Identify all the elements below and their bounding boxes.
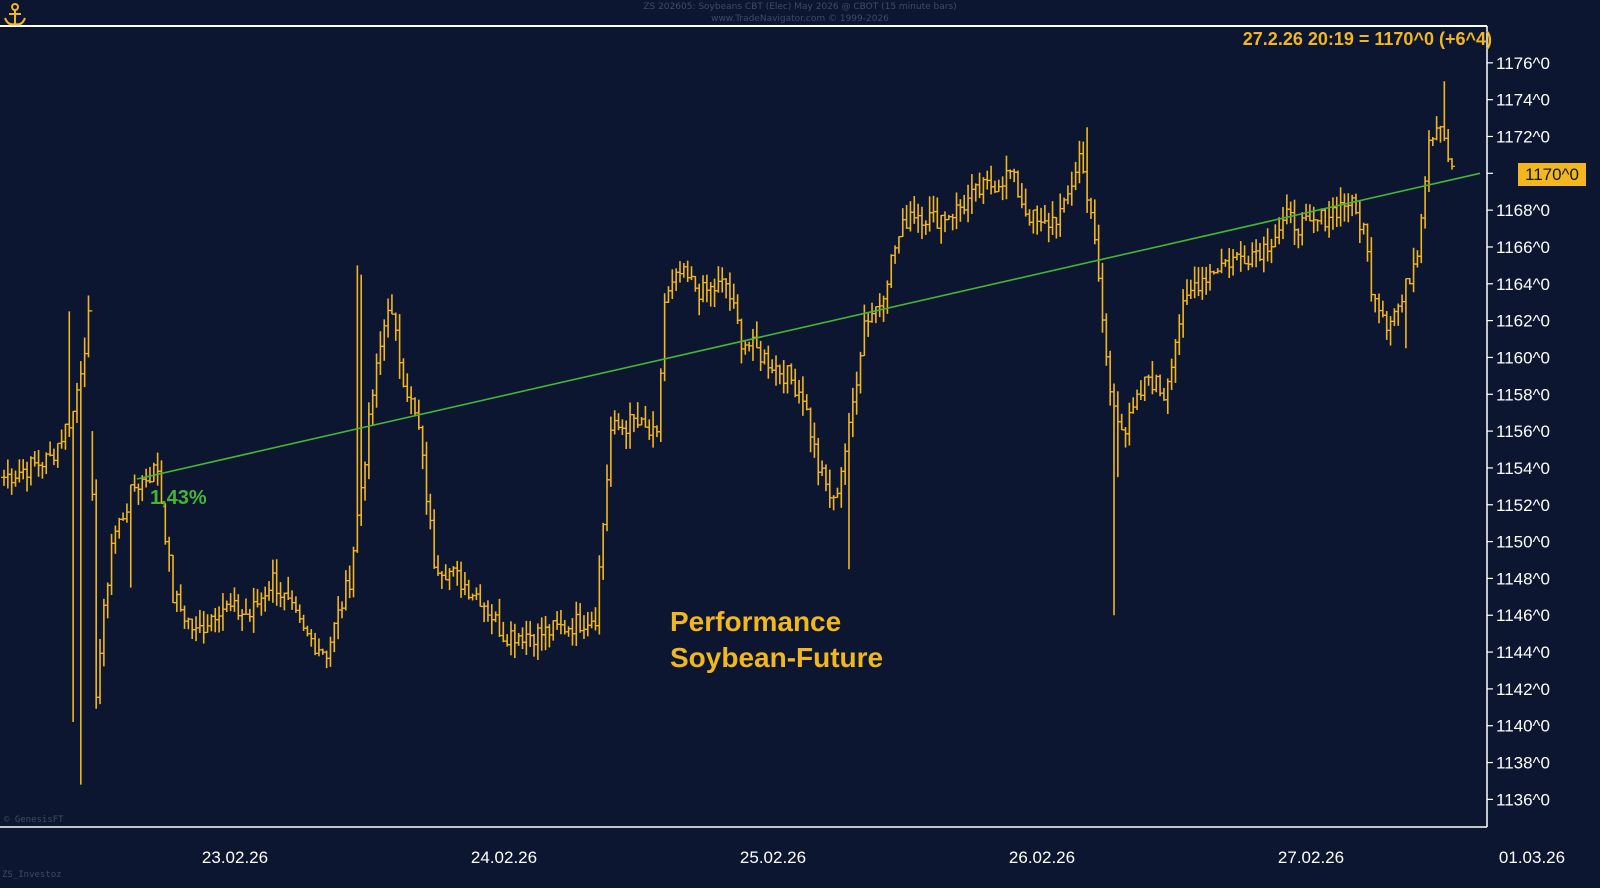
y-tick-label: 1160^0 xyxy=(1496,348,1550,367)
y-tick-label: 1150^0 xyxy=(1496,533,1550,552)
y-tick-label: 1138^0 xyxy=(1496,754,1550,773)
x-tick-label: 25.02.26 xyxy=(740,848,806,867)
y-tick-label: 1174^0 xyxy=(1496,91,1550,110)
annotation-line-2: Soybean-Future xyxy=(670,642,884,673)
price-bars xyxy=(1,81,1455,785)
x-tick-label: 24.02.26 xyxy=(471,848,537,867)
chart-annotation: Performance Soybean-Future xyxy=(670,604,883,676)
y-axis: 1136^0 1138^0 1140^0 1142^0 1144^0 1146^0 1148… xyxy=(1487,54,1550,809)
y-tick-label: 1166^0 xyxy=(1496,238,1550,257)
trendline-layer xyxy=(136,172,1481,480)
copyright-label: © GenesisFT xyxy=(4,815,64,825)
annotation-line-1: Performance xyxy=(670,606,842,637)
y-tick-label: 1156^0 xyxy=(1496,422,1550,441)
plot-frame xyxy=(0,25,1488,828)
y-tick-label: 1154^0 xyxy=(1496,459,1550,478)
x-tick-label: 26.02.26 xyxy=(1009,848,1075,867)
y-tick-label: 1144^0 xyxy=(1496,643,1550,662)
ohlc-bar xyxy=(1449,158,1455,170)
watermark-label: ZS_Investoz xyxy=(2,870,62,880)
y-tick-label: 1148^0 xyxy=(1496,569,1550,588)
y-tick-label: 1168^0 xyxy=(1496,201,1550,220)
performance-trendline xyxy=(136,172,1481,480)
y-tick-label: 1172^0 xyxy=(1496,127,1550,146)
y-tick-label: 1158^0 xyxy=(1496,385,1550,404)
x-tick-label: 27.02.26 xyxy=(1278,848,1344,867)
y-tick-label: 1140^0 xyxy=(1496,717,1550,736)
y-tick-label: 1164^0 xyxy=(1496,275,1550,294)
y-tick-label: 1152^0 xyxy=(1496,496,1550,515)
x-tick-label: 01.03.26 xyxy=(1499,848,1565,867)
y-tick-label: 1176^0 xyxy=(1496,54,1550,73)
chart-header-line1: ZS 202605: Soybeans CBT (Elec) May 2026 … xyxy=(643,2,957,12)
y-tick-label: 1142^0 xyxy=(1496,680,1550,699)
last-quote-label: 27.2.26 20:19 = 1170^0 (+6^4) xyxy=(1242,29,1492,49)
x-axis: 23.02.26 24.02.26 25.02.26 26.02.26 27.02.26… xyxy=(202,848,1565,867)
y-tick-label: 1146^0 xyxy=(1496,606,1550,625)
x-tick-label: 23.02.26 xyxy=(202,848,268,867)
anchor-icon[interactable] xyxy=(2,2,28,28)
chart-header-line2: www.TradeNavigator.com © 1999-2026 xyxy=(711,14,889,24)
y-tick-label: 1136^0 xyxy=(1496,790,1550,809)
y-tick-label: 1162^0 xyxy=(1496,312,1550,331)
performance-percent-label: 1,43% xyxy=(150,487,207,509)
current-price-tag: 1170^0 xyxy=(1518,163,1586,186)
